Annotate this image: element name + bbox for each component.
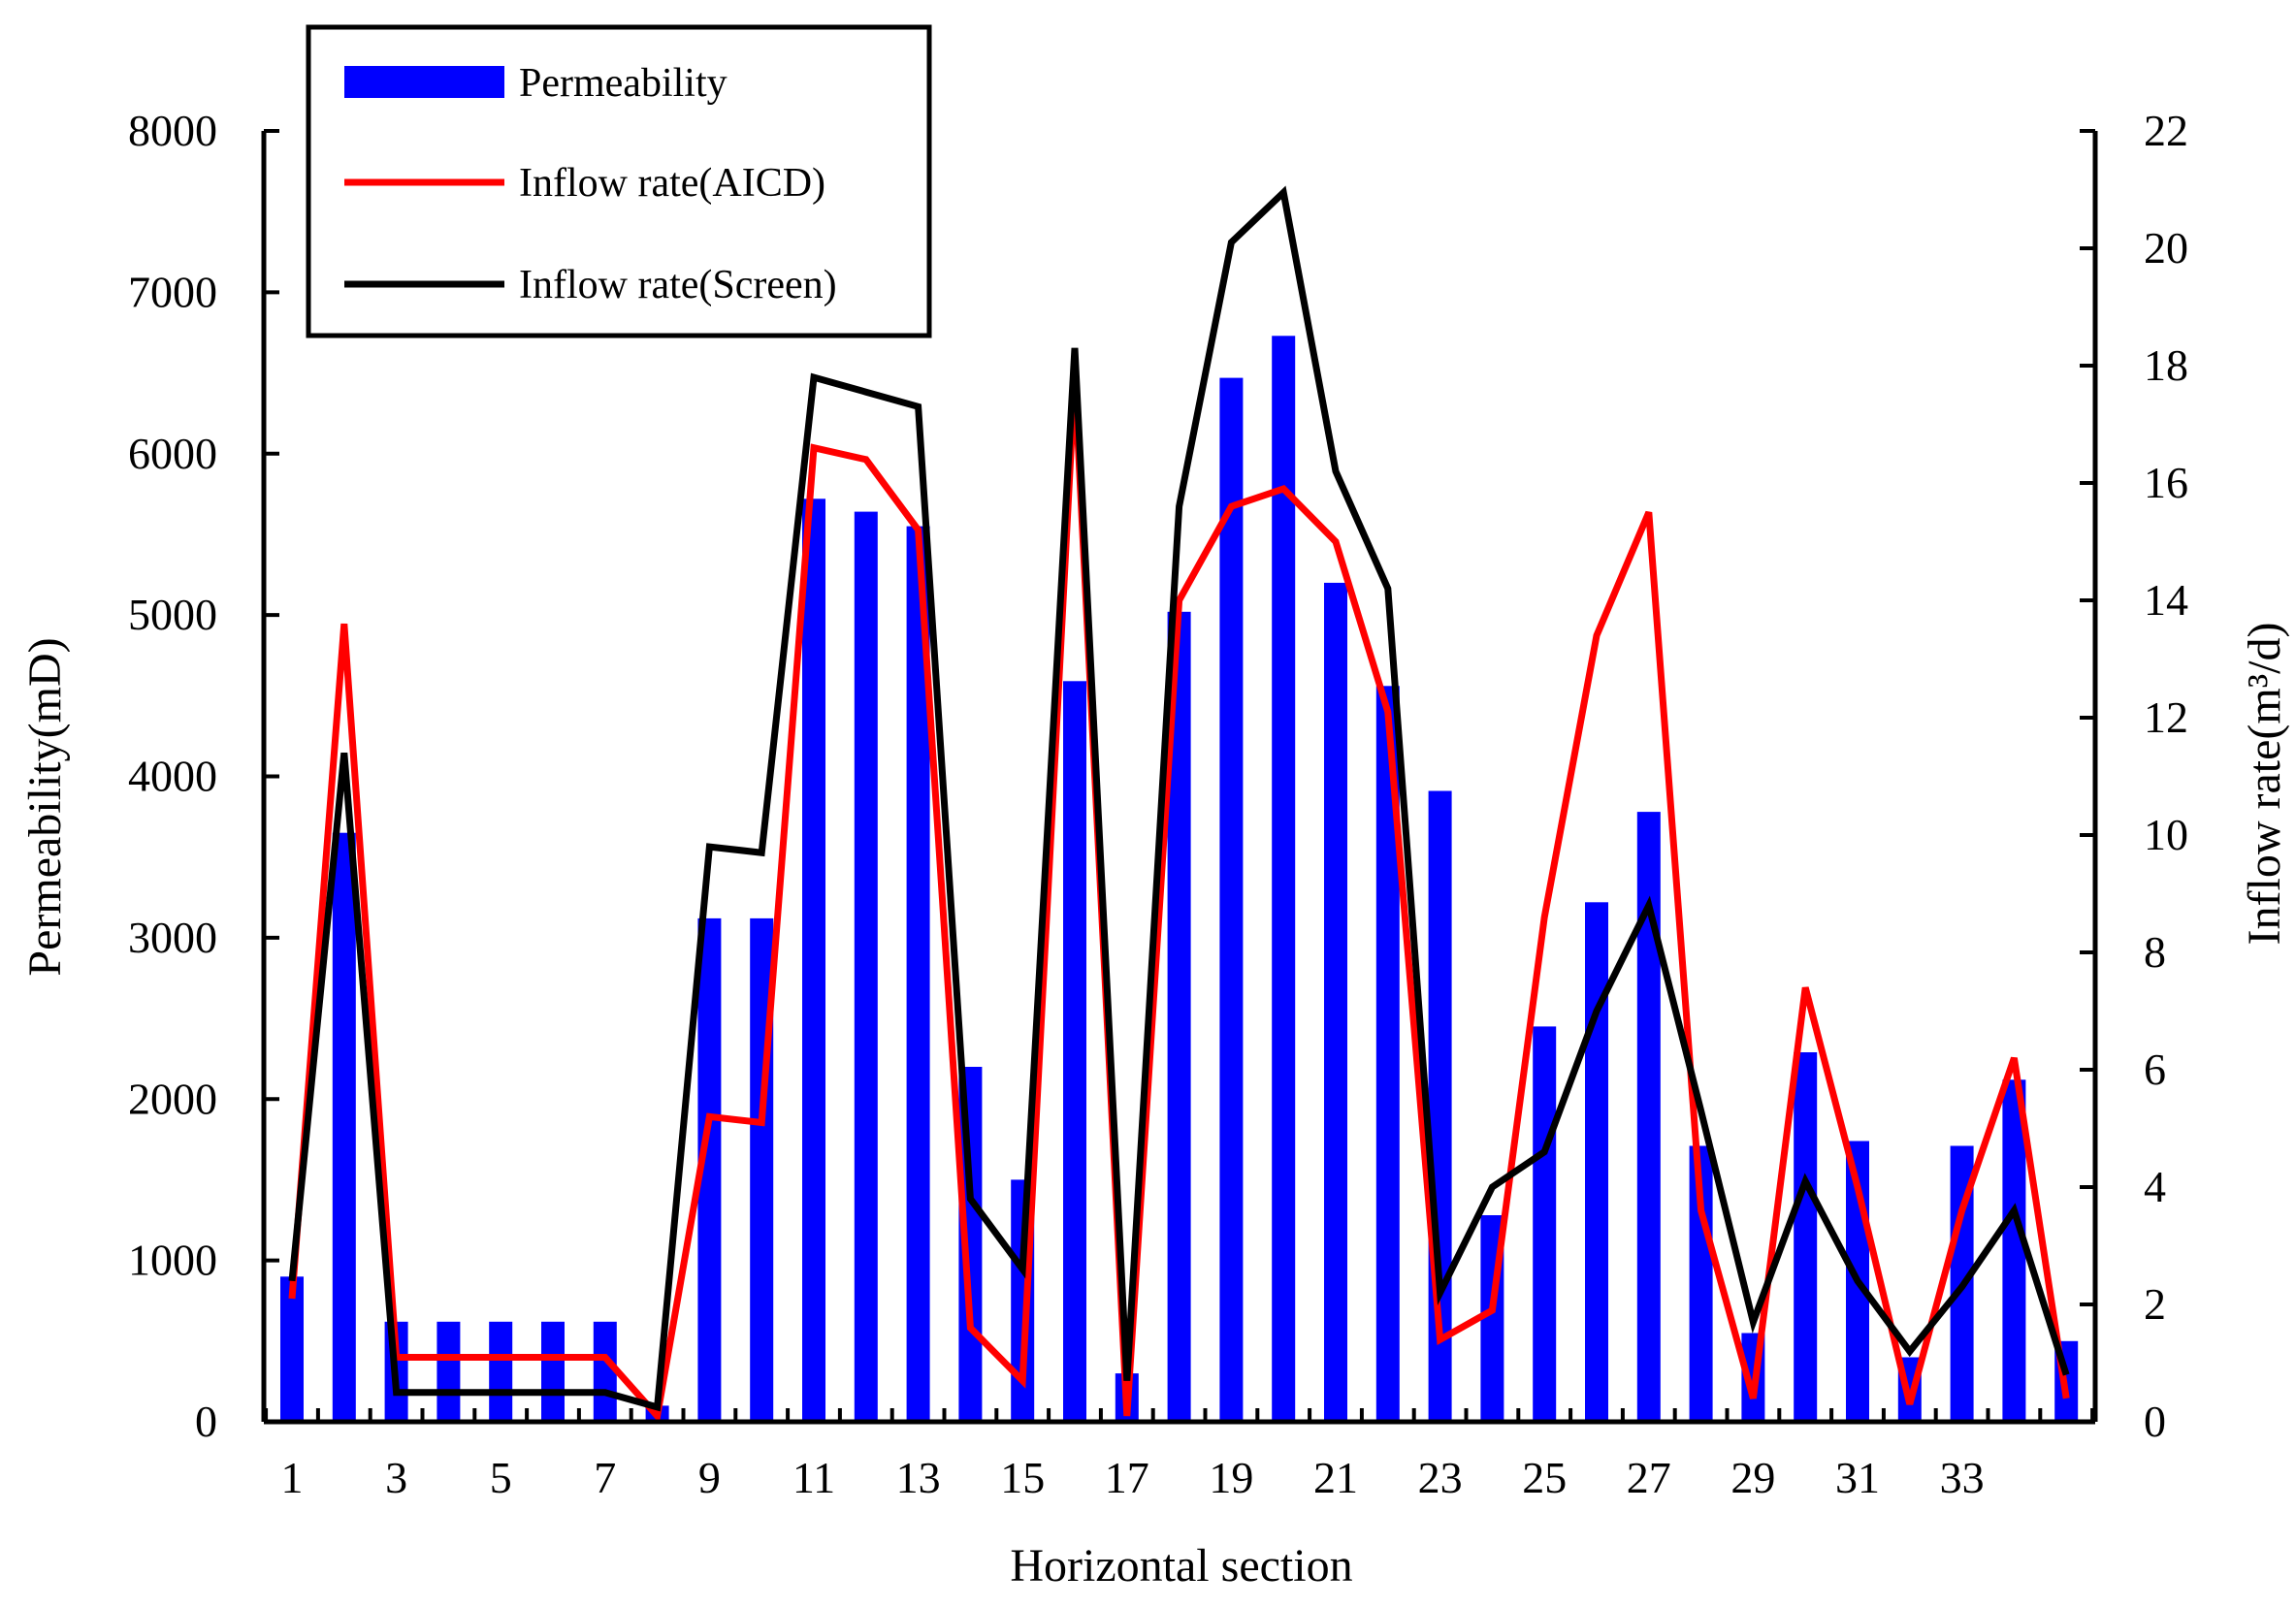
x-tick-label: 27 — [1627, 1453, 1671, 1502]
y-axis-left-title: Permeability(mD) — [19, 637, 71, 976]
x-tick-label: 31 — [1835, 1453, 1880, 1502]
line-inflow-screen — [288, 185, 2070, 1412]
x-tick-label: 29 — [1730, 1453, 1775, 1502]
x-tick-label: 13 — [896, 1453, 941, 1502]
y-right-tick-label: 8 — [2144, 927, 2166, 977]
y-left-tick-label: 0 — [195, 1397, 217, 1446]
y-left-tick-label: 8000 — [128, 106, 217, 155]
bar-permeability-4 — [437, 1321, 461, 1422]
y-right-tick-label: 12 — [2144, 692, 2188, 742]
x-tick-label: 7 — [594, 1453, 616, 1502]
bar-permeability-12 — [854, 511, 878, 1422]
legend-label-screen: Inflow rate(Screen) — [519, 263, 837, 307]
y-left-tick-label: 7000 — [128, 267, 217, 316]
y-right-tick-label: 6 — [2144, 1045, 2166, 1094]
y-left-tick-label: 4000 — [128, 752, 217, 801]
bar-permeability-19 — [1219, 377, 1244, 1423]
x-tick-label: 11 — [792, 1453, 835, 1502]
y-left-tick-label: 6000 — [128, 429, 217, 478]
y-right-tick-label: 18 — [2144, 340, 2188, 390]
bar-permeability-16 — [1063, 681, 1086, 1422]
y-left-tick-label: 2000 — [128, 1074, 217, 1123]
y-left-tick-label: 1000 — [128, 1236, 217, 1285]
x-tick-label: 23 — [1418, 1453, 1463, 1502]
bar-permeability-6 — [541, 1321, 565, 1422]
x-tick-label: 15 — [1000, 1453, 1045, 1502]
y-right-tick-label: 4 — [2144, 1162, 2166, 1211]
bar-permeability-2 — [332, 832, 356, 1422]
y-left-tick-label: 3000 — [128, 913, 217, 962]
legend-label-permeability: Permeability — [519, 61, 728, 106]
legend-swatch-permeability — [344, 66, 504, 98]
y-left-tick-label: 5000 — [128, 590, 217, 639]
y-axis-right-title: Inflow rate(m³/d) — [2239, 623, 2290, 946]
x-tick-label: 21 — [1313, 1453, 1358, 1502]
x-tick-label: 3 — [385, 1453, 407, 1502]
x-tick-label: 25 — [1522, 1453, 1567, 1502]
axes — [261, 129, 2098, 1425]
tick-labels: 0 1000 2000 3000 4000 5000 6000 7000 8000 0 2 4 6 8 10… — [128, 106, 2188, 1502]
y-right-tick-label: 10 — [2144, 810, 2188, 859]
x-tick-label: 5 — [490, 1453, 512, 1502]
x-tick-label: 1 — [281, 1453, 304, 1502]
line-inflow-aicd — [288, 376, 2070, 1424]
y-right-tick-label: 2 — [2144, 1279, 2166, 1329]
x-tick-label: 33 — [1940, 1453, 1985, 1502]
y-right-tick-label: 16 — [2144, 458, 2188, 507]
bar-permeability-30 — [1794, 1052, 1818, 1422]
x-tick-label: 19 — [1209, 1453, 1253, 1502]
bar-permeability-7 — [593, 1321, 617, 1422]
y-right-tick-label: 0 — [2144, 1397, 2166, 1446]
inflow-lines — [288, 185, 2070, 1424]
y-right-tick-label: 22 — [2144, 106, 2188, 155]
bar-permeability-26 — [1585, 902, 1608, 1422]
y-right-tick-label: 20 — [2144, 223, 2188, 273]
bar-permeability-21 — [1324, 582, 1347, 1422]
legend: Permeability Inflow rate(AICD) Inflow ra… — [306, 24, 932, 338]
x-tick-label: 17 — [1105, 1453, 1149, 1502]
x-axis-title: Horizontal section — [1010, 1540, 1352, 1592]
bar-permeability-11 — [802, 498, 825, 1422]
bar-permeability-5 — [489, 1321, 513, 1422]
y-right-tick-label: 14 — [2144, 575, 2188, 625]
bar-permeability-34 — [2002, 1079, 2026, 1422]
legend-label-aicd: Inflow rate(AICD) — [519, 161, 825, 206]
bar-permeability-1 — [280, 1276, 304, 1422]
bar-permeability-25 — [1533, 1026, 1557, 1422]
x-tick-label: 9 — [698, 1453, 721, 1502]
bar-permeability-20 — [1272, 336, 1296, 1422]
